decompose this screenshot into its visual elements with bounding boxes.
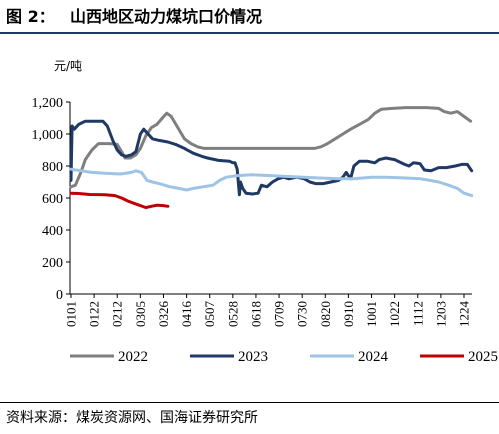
y-tick-label: 200 bbox=[42, 256, 63, 271]
x-tick-label: 0101 bbox=[64, 301, 79, 327]
x-tick-label: 0122 bbox=[87, 301, 102, 327]
x-tick-label: 0212 bbox=[110, 301, 125, 327]
x-tick-label: 1203 bbox=[433, 301, 448, 327]
x-tick-label: 1112 bbox=[410, 301, 425, 326]
y-tick-label: 800 bbox=[42, 160, 63, 175]
x-tick-label: 0305 bbox=[133, 301, 148, 327]
x-tick-label: 0820 bbox=[318, 301, 333, 327]
x-tick-label: 1001 bbox=[364, 301, 379, 327]
title-divider bbox=[0, 32, 499, 34]
source-divider bbox=[0, 402, 499, 403]
legend-label-2023: 2023 bbox=[238, 349, 268, 365]
x-tick-label: 1224 bbox=[457, 301, 472, 328]
x-tick-label: 0507 bbox=[202, 301, 217, 328]
y-tick-label: 0 bbox=[56, 288, 63, 303]
y-tick-label: 400 bbox=[42, 224, 63, 239]
legend-label-2022: 2022 bbox=[118, 349, 148, 365]
x-tick-label: 0416 bbox=[179, 301, 194, 328]
axes: 0 200 400 600 800 1,000 1,200 0101 0122 0212 0305 0… bbox=[32, 96, 472, 328]
y-tick-label: 600 bbox=[42, 192, 63, 207]
source-note: 资料来源：煤炭资源网、国海证券研究所 bbox=[6, 410, 258, 426]
y-axis-unit-label: 元/吨 bbox=[54, 59, 82, 73]
legend-label-2024: 2024 bbox=[358, 349, 389, 365]
figure-title: 图 2： 山西地区动力煤坑口价情况 bbox=[6, 4, 494, 30]
x-tick-label: 0618 bbox=[248, 301, 263, 327]
x-tick-label: 0730 bbox=[295, 301, 310, 327]
y-tick-label: 1,000 bbox=[32, 128, 64, 143]
x-tick-label: 0528 bbox=[225, 301, 240, 327]
series-line-2022 bbox=[69, 106, 473, 189]
x-tick-label: 0910 bbox=[341, 301, 356, 327]
figure-title-text: 山西地区动力煤坑口价情况 bbox=[70, 7, 263, 26]
series-layer bbox=[69, 106, 474, 210]
figure-label: 图 2： bbox=[6, 7, 55, 26]
x-tick-label: 1022 bbox=[387, 301, 402, 327]
legend-label-2025: 2025 bbox=[468, 349, 498, 365]
series-line-2024 bbox=[69, 167, 474, 198]
x-tick-label: 0326 bbox=[156, 301, 171, 328]
legend: 2022 2023 2024 2025 bbox=[70, 349, 498, 365]
series-line-2025 bbox=[69, 191, 170, 210]
y-tick-label: 1,200 bbox=[32, 96, 64, 111]
series-line-2023 bbox=[69, 119, 474, 197]
x-tick-label: 0709 bbox=[272, 301, 287, 327]
